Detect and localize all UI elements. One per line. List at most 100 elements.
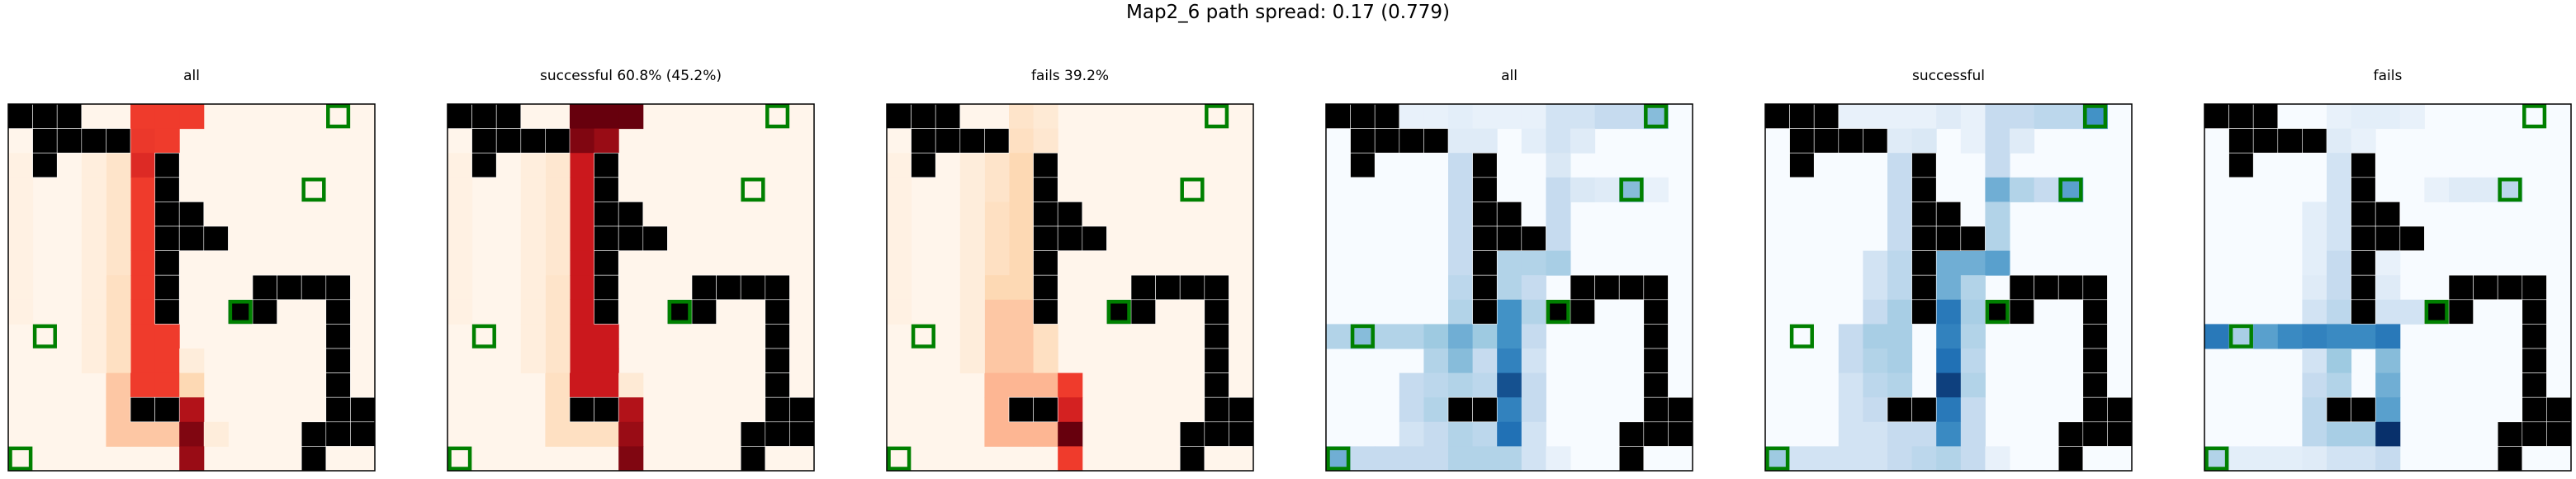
heat-cell: [2375, 446, 2401, 472]
heat-cell: [1472, 372, 1498, 398]
heat-cell: [130, 372, 156, 398]
heat-cell: [545, 349, 571, 374]
obstacle-cell: [2375, 225, 2401, 251]
heat-cell: [570, 299, 595, 325]
heat-cell: [1448, 372, 1474, 398]
heat-cell: [1863, 372, 1888, 398]
heat-cell: [1521, 324, 1546, 349]
obstacle-cell: [1546, 299, 1571, 325]
obstacle-cell: [1911, 152, 1937, 178]
heat-cell: [1350, 446, 1376, 472]
heat-cell: [570, 226, 595, 252]
heat-cell: [1960, 128, 1986, 154]
obstacle-cell: [2497, 421, 2523, 447]
heat-cell: [8, 299, 34, 325]
heat-cell: [520, 250, 546, 276]
heat-cell: [959, 275, 985, 301]
obstacle-cell: [2424, 299, 2450, 325]
obstacle-cell: [2252, 103, 2279, 129]
heat-cell: [984, 202, 1010, 227]
obstacle-cell: [1374, 103, 1400, 129]
heat-cell: [570, 104, 595, 130]
obstacle-cell: [1668, 421, 1693, 447]
goal-marker: [1789, 324, 1814, 349]
obstacle-cell: [1643, 372, 1669, 398]
heatmap-panel: [447, 103, 815, 472]
heat-cell: [545, 153, 571, 178]
heat-cell: [594, 372, 619, 398]
heat-cell: [1887, 153, 1913, 178]
heat-cell: [594, 349, 619, 374]
goal-marker: [2083, 104, 2108, 129]
heat-cell: [1887, 324, 1913, 349]
heat-cell: [1887, 177, 1913, 202]
obstacle-cell: [154, 299, 180, 325]
heat-cell: [1009, 275, 1035, 301]
obstacle-cell: [2082, 274, 2108, 301]
obstacle-cell: [2497, 446, 2523, 472]
obstacle-cell: [2009, 274, 2034, 301]
heat-cell: [1838, 397, 1863, 423]
heat-cell: [130, 299, 156, 325]
goal-marker: [301, 178, 326, 202]
heat-cell: [1985, 153, 2010, 178]
heat-cell: [1863, 349, 1888, 374]
heat-cell: [8, 153, 34, 178]
heat-cell: [130, 421, 156, 447]
obstacle-cell: [1179, 274, 1205, 301]
heat-cell: [570, 250, 595, 276]
heat-cell: [520, 299, 546, 325]
heat-cell: [984, 372, 1010, 398]
obstacle-cell: [984, 128, 1010, 154]
obstacle-cell: [1472, 152, 1498, 178]
heat-cell: [1399, 397, 1424, 423]
heat-cell: [203, 421, 229, 447]
obstacle-cell: [935, 103, 961, 129]
heat-cell: [570, 349, 595, 374]
obstacle-cell: [1911, 250, 1937, 276]
heat-cell: [1497, 446, 1522, 472]
heat-cell: [1033, 421, 1058, 447]
heat-cell: [1887, 202, 1913, 227]
heat-cell: [1448, 421, 1474, 447]
heat-cell: [2375, 421, 2401, 447]
panel-title: fails 39.2%: [1030, 68, 1110, 84]
heat-cell: [1546, 250, 1571, 276]
obstacle-cell: [350, 396, 376, 423]
heat-cell: [545, 202, 571, 227]
obstacle-cell: [2522, 348, 2547, 373]
obstacle-cell: [667, 299, 693, 325]
heat-cell: [2058, 104, 2084, 130]
heat-cell: [2375, 104, 2401, 130]
heat-cell: [2375, 250, 2401, 276]
goal-marker: [8, 446, 33, 471]
obstacle-cell: [1204, 421, 1229, 447]
heat-cell: [2327, 177, 2352, 202]
obstacle-cell: [1472, 299, 1498, 325]
obstacle-cell: [2351, 299, 2376, 325]
heat-cell: [1009, 324, 1035, 349]
heat-cell: [520, 324, 546, 349]
heat-cell: [81, 299, 107, 325]
heat-cell: [1399, 372, 1424, 398]
heat-cell: [2228, 446, 2254, 472]
heat-cell: [154, 324, 180, 349]
heat-cell: [984, 226, 1010, 252]
obstacle-cell: [765, 396, 790, 423]
heat-cell: [1911, 128, 1937, 154]
goal-marker: [667, 300, 692, 325]
obstacle-cell: [228, 299, 253, 325]
goal-marker: [1619, 178, 1644, 202]
heat-cell: [887, 250, 912, 276]
heat-cell: [594, 421, 619, 447]
goal-marker: [1326, 446, 1351, 471]
obstacle-cell: [1496, 202, 1522, 227]
heat-cell: [1936, 397, 1962, 423]
obstacle-cell: [252, 274, 277, 301]
heat-cell: [8, 275, 34, 301]
heat-cell: [1058, 446, 1083, 472]
heat-cell: [594, 128, 619, 154]
obstacle-cell: [1033, 250, 1058, 276]
obstacle-cell: [1789, 128, 1815, 154]
heat-cell: [1009, 299, 1035, 325]
